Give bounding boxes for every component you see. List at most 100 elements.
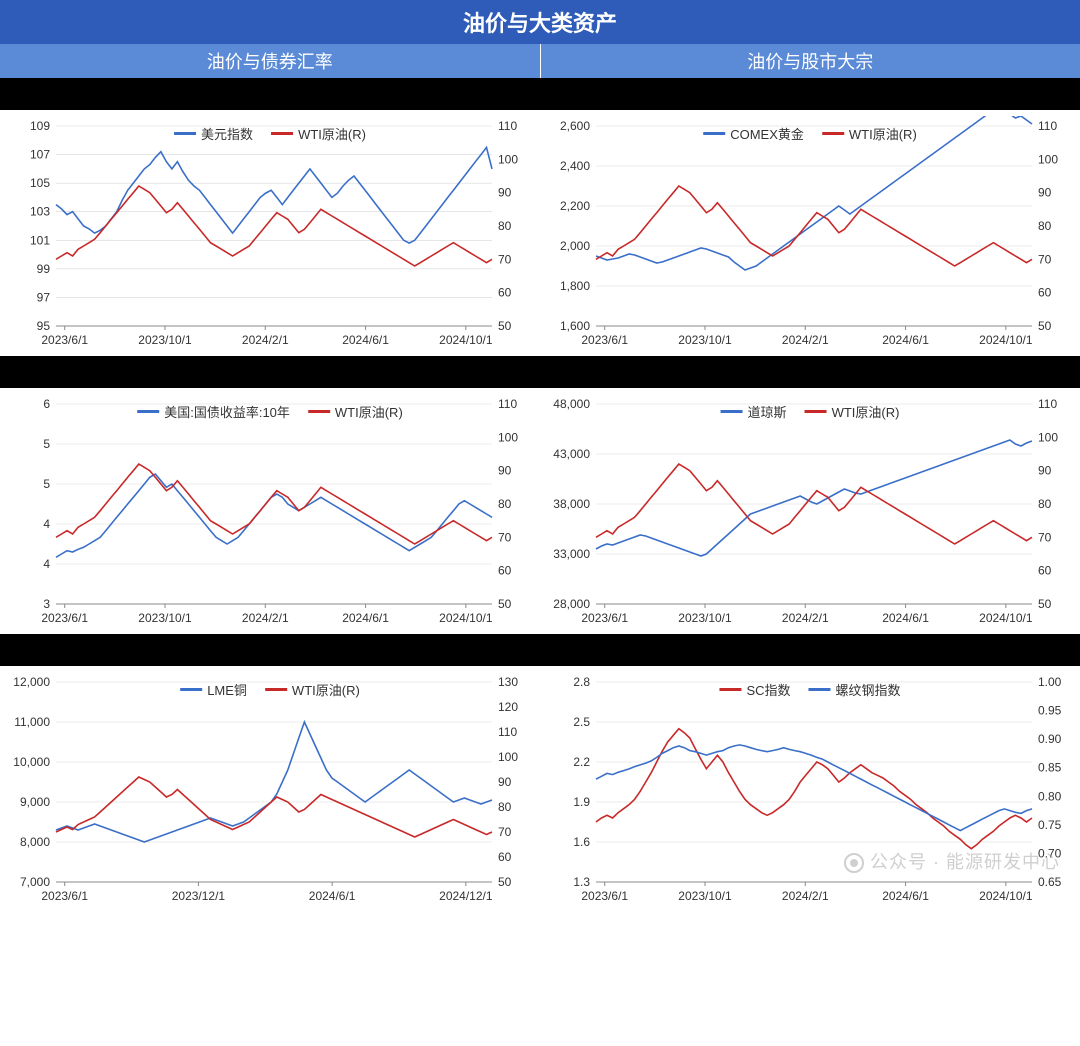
svg-text:7,000: 7,000 xyxy=(20,875,50,889)
series-line xyxy=(596,440,1032,556)
main-title: 油价与大类资产 xyxy=(0,0,1080,44)
svg-text:50: 50 xyxy=(498,597,512,611)
svg-text:90: 90 xyxy=(498,464,512,478)
legend-swatch xyxy=(721,410,743,413)
chart-c5: LME铜WTI原油(R)7,0008,0009,00010,00011,0001… xyxy=(0,666,540,912)
svg-text:80: 80 xyxy=(498,219,512,233)
svg-text:2023/6/1: 2023/6/1 xyxy=(41,333,88,347)
svg-text:1.00: 1.00 xyxy=(1038,675,1062,689)
legend-item: 螺纹钢指数 xyxy=(809,680,901,699)
svg-text:2024/2/1: 2024/2/1 xyxy=(242,333,289,347)
svg-text:2,000: 2,000 xyxy=(560,239,590,253)
svg-text:60: 60 xyxy=(1038,286,1052,300)
svg-text:70: 70 xyxy=(498,252,512,266)
legend-label: COMEX黄金 xyxy=(730,124,804,143)
legend: 美元指数 WTI原油(R) xyxy=(174,124,366,143)
svg-text:1.9: 1.9 xyxy=(573,795,590,809)
svg-text:2023/10/1: 2023/10/1 xyxy=(678,611,732,625)
series-line xyxy=(596,729,1032,849)
svg-text:99: 99 xyxy=(37,262,51,276)
svg-text:120: 120 xyxy=(498,700,518,714)
svg-text:33,000: 33,000 xyxy=(553,547,590,561)
series-line xyxy=(596,186,1032,266)
legend: 道琼斯WTI原油(R) xyxy=(721,402,900,421)
svg-text:12,000: 12,000 xyxy=(13,675,50,689)
legend: 美国:国债收益率:10年WTI原油(R) xyxy=(137,402,403,421)
legend-label: 美国:国债收益率:10年 xyxy=(164,402,290,421)
svg-text:80: 80 xyxy=(1038,497,1052,511)
separator-band-2 xyxy=(0,356,1080,388)
svg-text:2.2: 2.2 xyxy=(573,755,590,769)
svg-text:2024/10/1: 2024/10/1 xyxy=(439,611,493,625)
chart-c3: 美国:国债收益率:10年WTI原油(R)34455650607080901001… xyxy=(0,388,540,634)
legend-label: 美元指数 xyxy=(201,124,253,143)
svg-text:2,400: 2,400 xyxy=(560,159,590,173)
svg-text:110: 110 xyxy=(498,119,517,133)
svg-text:100: 100 xyxy=(498,152,518,166)
svg-text:2024/10/1: 2024/10/1 xyxy=(439,333,493,347)
legend-label: 螺纹钢指数 xyxy=(836,680,901,699)
svg-text:0.70: 0.70 xyxy=(1038,846,1062,860)
svg-text:100: 100 xyxy=(498,430,518,444)
svg-text:90: 90 xyxy=(1038,464,1052,478)
svg-text:8,000: 8,000 xyxy=(20,835,50,849)
legend-item: WTI原油(R) xyxy=(271,124,366,143)
legend-item: SC指数 xyxy=(719,680,790,699)
svg-text:2.5: 2.5 xyxy=(573,715,590,729)
svg-text:80: 80 xyxy=(498,497,512,511)
svg-text:101: 101 xyxy=(30,233,50,247)
svg-text:2024/2/1: 2024/2/1 xyxy=(782,611,829,625)
svg-text:0.85: 0.85 xyxy=(1038,761,1062,775)
chart-svg: 1.31.61.92.22.52.80.650.700.750.800.850.… xyxy=(544,672,1074,912)
svg-text:60: 60 xyxy=(498,286,512,300)
svg-text:2023/10/1: 2023/10/1 xyxy=(138,611,192,625)
chart-c6: SC指数螺纹钢指数1.31.61.92.22.52.80.650.700.750… xyxy=(540,666,1080,912)
legend-swatch xyxy=(809,688,831,691)
svg-text:10,000: 10,000 xyxy=(13,755,50,769)
svg-text:1,600: 1,600 xyxy=(560,319,590,333)
svg-text:110: 110 xyxy=(498,725,517,739)
legend-swatch xyxy=(719,688,741,691)
svg-text:48,000: 48,000 xyxy=(553,397,590,411)
chart-svg: 1,6001,8002,0002,2002,4002,6005060708090… xyxy=(544,116,1074,356)
svg-text:2024/2/1: 2024/2/1 xyxy=(242,611,289,625)
legend-item: COMEX黄金 xyxy=(703,124,804,143)
svg-text:5: 5 xyxy=(43,477,50,491)
svg-text:80: 80 xyxy=(498,800,512,814)
svg-text:103: 103 xyxy=(30,205,50,219)
svg-text:2024/6/1: 2024/6/1 xyxy=(882,333,929,347)
svg-text:2023/12/1: 2023/12/1 xyxy=(172,889,226,903)
svg-text:43,000: 43,000 xyxy=(553,447,590,461)
svg-text:2023/6/1: 2023/6/1 xyxy=(581,333,628,347)
svg-text:2024/6/1: 2024/6/1 xyxy=(342,611,389,625)
svg-text:60: 60 xyxy=(498,850,512,864)
svg-text:2024/10/1: 2024/10/1 xyxy=(979,889,1033,903)
svg-text:2023/10/1: 2023/10/1 xyxy=(678,889,732,903)
legend: LME铜WTI原油(R) xyxy=(180,680,360,699)
series-line xyxy=(596,745,1032,831)
legend-swatch xyxy=(703,132,725,135)
svg-text:50: 50 xyxy=(1038,597,1052,611)
legend-swatch xyxy=(805,410,827,413)
subtitle-row: 油价与债券汇率 油价与股市大宗 xyxy=(0,44,1080,78)
legend-swatch xyxy=(308,410,330,413)
svg-text:0.80: 0.80 xyxy=(1038,789,1062,803)
svg-text:0.95: 0.95 xyxy=(1038,704,1062,718)
series-line xyxy=(56,147,492,243)
svg-text:70: 70 xyxy=(498,825,512,839)
legend-item: LME铜 xyxy=(180,680,247,699)
legend-item: 美元指数 xyxy=(174,124,253,143)
svg-text:107: 107 xyxy=(30,148,50,162)
legend-swatch xyxy=(174,132,196,135)
svg-text:2023/10/1: 2023/10/1 xyxy=(678,333,732,347)
svg-text:100: 100 xyxy=(1038,430,1058,444)
separator-band-1 xyxy=(0,78,1080,110)
chart-svg: 34455650607080901001102023/6/12023/10/12… xyxy=(4,394,534,634)
svg-text:0.75: 0.75 xyxy=(1038,818,1062,832)
svg-text:2024/12/1: 2024/12/1 xyxy=(439,889,493,903)
svg-text:1,800: 1,800 xyxy=(560,279,590,293)
svg-text:130: 130 xyxy=(498,675,518,689)
legend-swatch xyxy=(265,688,287,691)
chart-c4: 道琼斯WTI原油(R)28,00033,00038,00043,00048,00… xyxy=(540,388,1080,634)
svg-text:95: 95 xyxy=(37,319,51,333)
